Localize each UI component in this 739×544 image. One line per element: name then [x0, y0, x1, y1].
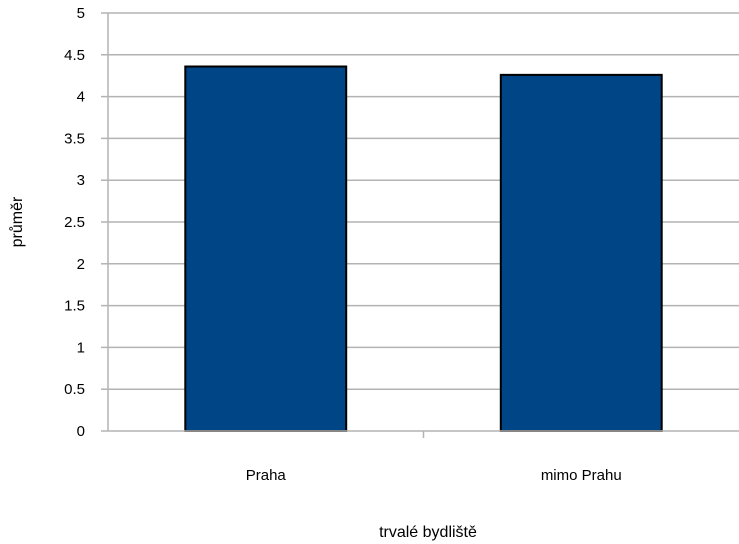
- x-tick-label: mimo Prahu: [541, 467, 622, 484]
- y-tick-label: 4: [77, 89, 85, 106]
- y-tick-label: 1: [77, 339, 85, 356]
- y-axis-ticks: 0 0.5 1 1.5 2 2.5 3 3.5 4 4.5 5: [64, 5, 108, 440]
- y-tick-label: 2: [77, 256, 85, 273]
- bars: [184, 65, 663, 432]
- y-tick-label: 1.5: [64, 298, 85, 315]
- x-axis-ticks: Praha mimo Prahu: [246, 431, 622, 484]
- y-tick-label: 2.5: [64, 214, 85, 231]
- y-axis-title: průměr: [8, 196, 26, 247]
- y-tick-label: 4.5: [64, 47, 85, 64]
- y-tick-label: 0.5: [64, 381, 85, 398]
- bar-praha: [184, 65, 348, 432]
- y-tick-label: 3.5: [64, 130, 85, 147]
- bar-mimo-prahu: [499, 73, 663, 432]
- y-tick-label: 5: [77, 5, 85, 22]
- y-tick-label: 0: [77, 423, 85, 440]
- x-tick-label: Praha: [246, 467, 287, 484]
- y-tick-label: 3: [77, 172, 85, 189]
- x-axis-title: trvalé bydliště: [379, 524, 477, 541]
